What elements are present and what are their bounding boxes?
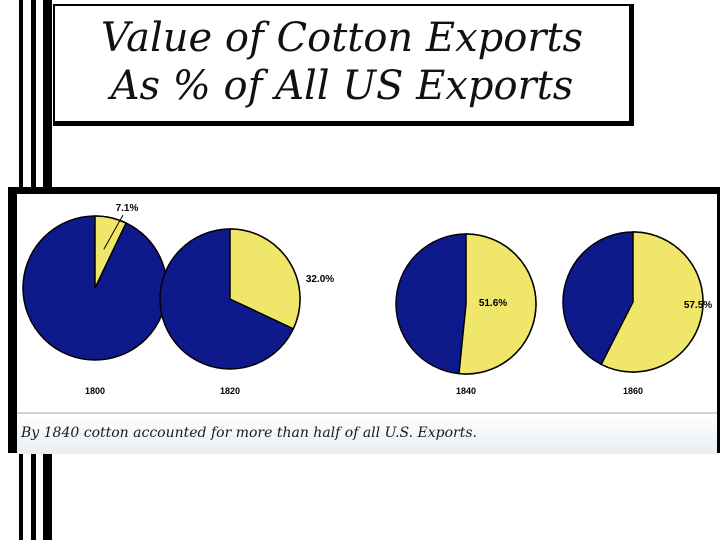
pie-slice-cotton-1860 (600, 231, 704, 373)
pie-label-1840: 51.6% (479, 298, 507, 309)
pie-year-1820: 1820 (220, 386, 240, 396)
chart-caption: By 1840 cotton accounted for more than h… (21, 425, 477, 441)
pie-label-1800: 7.1% (116, 203, 139, 214)
pie-year-1840: 1840 (456, 386, 476, 396)
pie-slice-cotton-1840 (458, 233, 537, 375)
chart-panel: 7.1% 1800 32.0% 1820 51.6% 1840 57.5% 1860 By 1… (17, 194, 717, 454)
pie-1820: 32.0% 1820 (159, 228, 334, 396)
pie-1860: 57.5% 1860 (562, 231, 712, 396)
chart-frame: 7.1% 1800 32.0% 1820 51.6% 1840 57.5% 1860 By 1… (8, 187, 720, 454)
pie-charts: 7.1% 1800 32.0% 1820 51.6% 1840 57.5% 1860 (22, 203, 712, 396)
pie-label-1860: 57.5% (684, 300, 712, 311)
slide-title-line1: Value of Cotton Exports (100, 15, 584, 61)
title-box: Value of Cotton Exports As % of All US E… (53, 4, 634, 126)
caption-band: By 1840 cotton accounted for more than h… (17, 412, 717, 454)
slide-title-line2: As % of All US Exports (110, 63, 574, 109)
pie-slice-cotton-1820 (229, 228, 301, 330)
pie-label-1820: 32.0% (306, 274, 334, 285)
pie-1840: 51.6% 1840 (395, 233, 537, 396)
pie-year-1800: 1800 (85, 386, 105, 396)
pie-1800: 7.1% 1800 (22, 203, 168, 396)
pie-slice-cotton-1800 (94, 215, 128, 289)
pie-year-1860: 1860 (623, 386, 643, 396)
pie-leader-1800 (103, 214, 124, 250)
